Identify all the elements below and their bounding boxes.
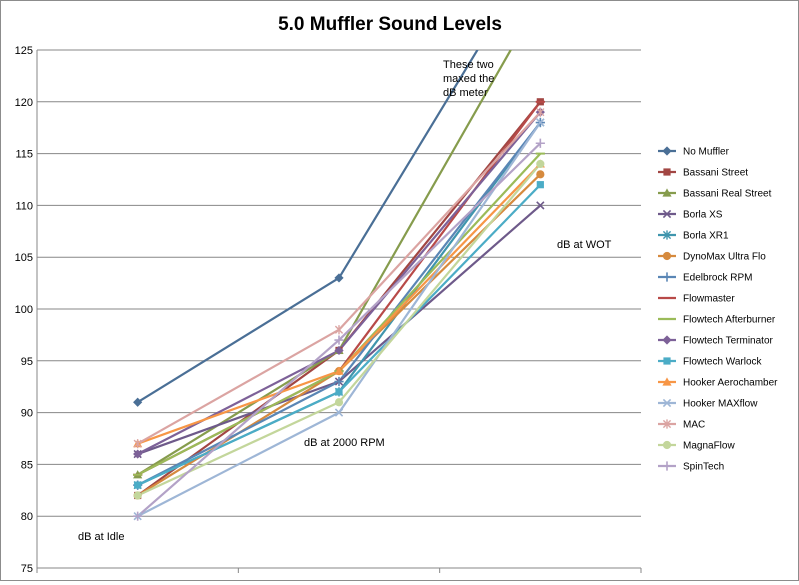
legend-marker <box>662 188 672 197</box>
legend-item: No Muffler <box>658 146 730 158</box>
annotation-line: dB at Idle <box>78 531 124 543</box>
legend-item: Borla XS <box>658 210 723 221</box>
data-point <box>133 439 142 449</box>
annotation: dB at WOT <box>557 239 612 251</box>
y-tick-label: 75 <box>21 563 33 575</box>
legend-marker <box>662 335 672 345</box>
legend-marker <box>662 461 672 471</box>
y-tick-label: 110 <box>15 200 33 212</box>
legend-item: MagnaFlow <box>658 441 735 452</box>
data-point <box>334 366 344 375</box>
data-point <box>133 449 143 459</box>
legend-item: SpinTech <box>658 461 724 473</box>
data-point <box>536 181 544 189</box>
legend-label: Flowmaster <box>683 294 735 305</box>
legend-item: Hooker MAXflow <box>658 399 758 410</box>
legend-marker <box>662 440 672 450</box>
legend-label: SpinTech <box>683 462 724 473</box>
legend-marker <box>662 398 672 408</box>
y-tick-label: 115 <box>15 149 33 161</box>
legend-label: Flowtech Terminator <box>683 336 774 347</box>
data-point <box>335 388 343 396</box>
legend-item: Bassani Street <box>658 168 748 179</box>
annotation-line: These two <box>443 59 494 71</box>
legend-item: Flowtech Terminator <box>658 335 774 347</box>
legend-label: Hooker Aerochamber <box>683 378 778 389</box>
data-point <box>334 398 344 407</box>
legend-marker <box>662 377 672 386</box>
annotation-line: maxed the <box>443 73 494 85</box>
data-point <box>334 325 344 335</box>
legend-label: MAC <box>683 420 705 431</box>
legend-marker <box>663 168 671 176</box>
legend: No Muffler Bassani Street Bassani Real Str… <box>658 146 778 473</box>
data-point <box>536 118 545 127</box>
data-point <box>133 397 143 407</box>
annotation: dB at Idle <box>78 531 124 543</box>
legend-marker <box>662 230 672 240</box>
annotation: dB at 2000 RPM <box>304 437 385 449</box>
legend-label: Flowtech Afterburner <box>683 315 776 326</box>
data-point <box>133 511 143 521</box>
legend-marker <box>662 251 672 261</box>
y-tick-label: 105 <box>15 252 33 264</box>
data-point <box>334 376 344 387</box>
legend-item: Borla XR1 <box>658 230 729 242</box>
legend-marker <box>662 146 672 156</box>
legend-item: MAC <box>658 419 705 431</box>
legend-item: Flowtech Warlock <box>658 357 763 368</box>
annotation-line: dB at 2000 RPM <box>304 437 385 449</box>
gridlines <box>37 49 641 517</box>
series-markers <box>133 98 545 521</box>
y-tick-label: 125 <box>15 45 33 57</box>
data-point <box>334 335 344 345</box>
y-tick-label: 120 <box>15 97 33 109</box>
data-point <box>536 201 545 210</box>
annotation-line: dB at WOT <box>557 239 612 251</box>
legend-label: No Muffler <box>683 147 730 158</box>
legend-marker <box>662 209 672 219</box>
annotation-line: dB meter <box>443 87 488 99</box>
data-point <box>536 159 545 169</box>
legend-marker <box>662 272 672 282</box>
legend-item: Flowmaster <box>658 294 735 305</box>
legend-label: Hooker MAXflow <box>683 399 758 410</box>
legend-label: Borla XS <box>683 210 723 221</box>
data-point <box>334 408 344 417</box>
data-point <box>536 107 545 117</box>
legend-item: Hooker Aerochamber <box>658 377 778 389</box>
annotation: These two maxed the dB meter <box>443 59 494 99</box>
data-point <box>536 170 545 179</box>
legend-label: Bassani Street <box>683 168 748 179</box>
legend-item: Bassani Real Street <box>658 188 772 200</box>
axes: 75 80 85 90 95 100 105 110 115 120 125 <box>15 45 642 575</box>
data-point <box>334 345 344 356</box>
y-tick-label: 90 <box>21 408 33 420</box>
legend-label: Borla XR1 <box>683 231 729 242</box>
y-tick-label: 95 <box>21 356 33 368</box>
data-point <box>334 273 344 283</box>
legend-item: Flowtech Afterburner <box>658 315 776 326</box>
y-tick-label: 100 <box>15 304 33 316</box>
chart-title: 5.0 Muffler Sound Levels <box>278 14 502 35</box>
data-point <box>535 138 545 148</box>
series-line <box>137 101 542 476</box>
annotations: These two maxed the dB meter dB at Idle dB a… <box>78 59 612 543</box>
legend-item: DynoMax Ultra Flo <box>658 252 766 263</box>
data-point <box>133 491 142 500</box>
legend-label: Edelbrock RPM <box>683 273 752 284</box>
y-tick-label: 85 <box>21 459 33 471</box>
data-point <box>134 481 142 489</box>
legend-item: Edelbrock RPM <box>658 272 752 284</box>
legend-label: Flowtech Warlock <box>683 357 763 368</box>
legend-label: DynoMax Ultra Flo <box>683 252 766 263</box>
legend-label: Bassani Real Street <box>683 189 772 200</box>
y-tick-label: 80 <box>21 511 33 523</box>
legend-marker <box>662 419 672 429</box>
legend-marker <box>663 357 671 365</box>
legend-label: MagnaFlow <box>683 441 735 452</box>
